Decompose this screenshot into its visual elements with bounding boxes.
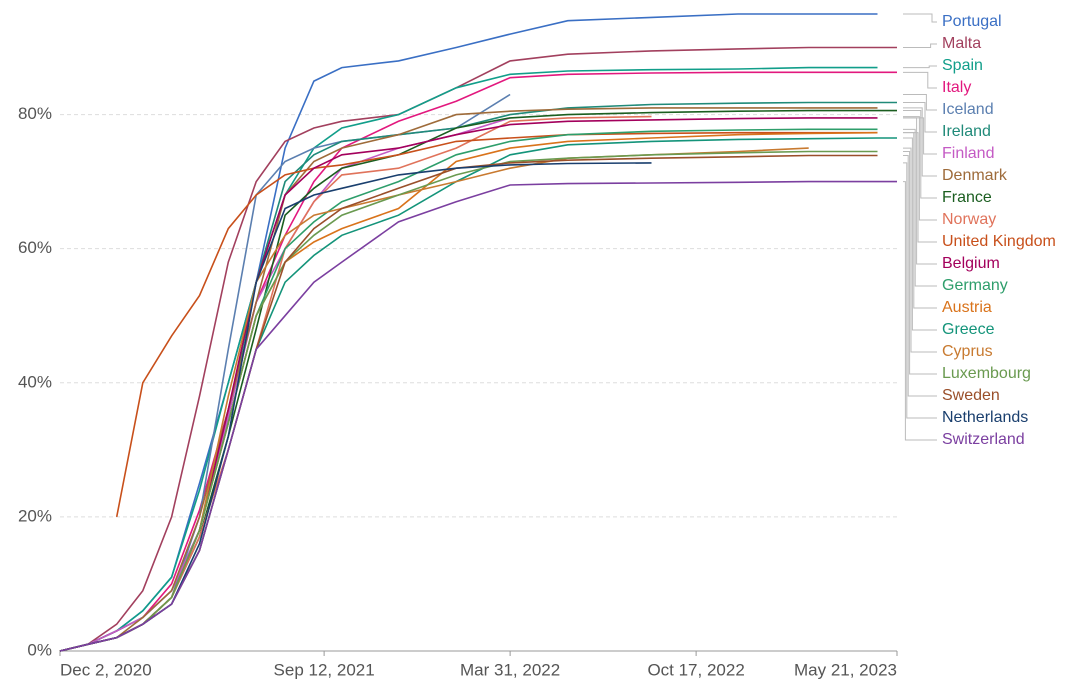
legend-label: France <box>942 189 992 206</box>
legend-connector <box>903 43 937 49</box>
x-tick-label: May 21, 2023 <box>794 660 897 679</box>
legend-label: Austria <box>942 299 992 316</box>
x-tick-label: Mar 31, 2022 <box>460 660 560 679</box>
legend-label: Finland <box>942 145 994 162</box>
legend-connector <box>903 116 937 221</box>
legend-label: Italy <box>942 79 971 96</box>
legend-label: Sweden <box>942 387 1000 404</box>
legend-label: Cyprus <box>942 343 993 360</box>
series-line <box>59 154 878 652</box>
legend-connector <box>903 65 937 69</box>
y-tick-label: 60% <box>18 238 52 257</box>
legend-connector <box>903 128 937 287</box>
series-line <box>59 71 897 652</box>
legend-label: Luxembourg <box>942 365 1031 382</box>
series-line <box>59 93 511 652</box>
legend-label: Spain <box>942 57 983 74</box>
legend-label: Germany <box>942 277 1008 294</box>
x-tick-label: Sep 12, 2021 <box>274 660 375 679</box>
series-line <box>59 150 878 652</box>
legend-connector <box>903 71 937 89</box>
legend-label: Portugal <box>942 13 1002 30</box>
legend-connector <box>903 93 937 111</box>
series-line <box>59 162 652 652</box>
legend-connector <box>903 162 937 419</box>
legend-connector <box>903 154 937 397</box>
legend-label: United Kingdom <box>942 233 1056 250</box>
legend-label: Malta <box>942 35 981 52</box>
legend-connector <box>903 147 937 353</box>
y-tick-label: 0% <box>27 640 52 659</box>
legend-connector <box>903 110 937 199</box>
legend-connector <box>903 150 937 375</box>
legend-label: Norway <box>942 211 996 228</box>
legend-label: Netherlands <box>942 409 1028 426</box>
legend-connector <box>903 102 937 133</box>
legend-connector <box>903 117 937 265</box>
legend-label: Switzerland <box>942 431 1025 448</box>
series-line <box>59 109 897 652</box>
y-tick-label: 40% <box>18 372 52 391</box>
legend-connector <box>903 13 937 23</box>
legend-label: Greece <box>942 321 995 338</box>
legend-connector <box>903 137 937 331</box>
legend-connector <box>903 132 937 309</box>
series-line <box>59 107 878 652</box>
series-line <box>59 46 897 652</box>
legend-label: Belgium <box>942 255 1000 272</box>
legend-label: Iceland <box>942 101 994 118</box>
y-tick-label: 20% <box>18 506 52 525</box>
legend-label: Denmark <box>942 167 1008 184</box>
series-line <box>115 131 878 518</box>
legend-label: Ireland <box>942 123 991 140</box>
series-line <box>59 180 897 652</box>
y-tick-label: 80% <box>18 104 52 123</box>
legend-connector <box>903 107 937 177</box>
legend-connector <box>903 181 937 441</box>
x-tick-label: Oct 17, 2022 <box>647 660 744 679</box>
x-tick-label: Dec 2, 2020 <box>60 660 152 679</box>
